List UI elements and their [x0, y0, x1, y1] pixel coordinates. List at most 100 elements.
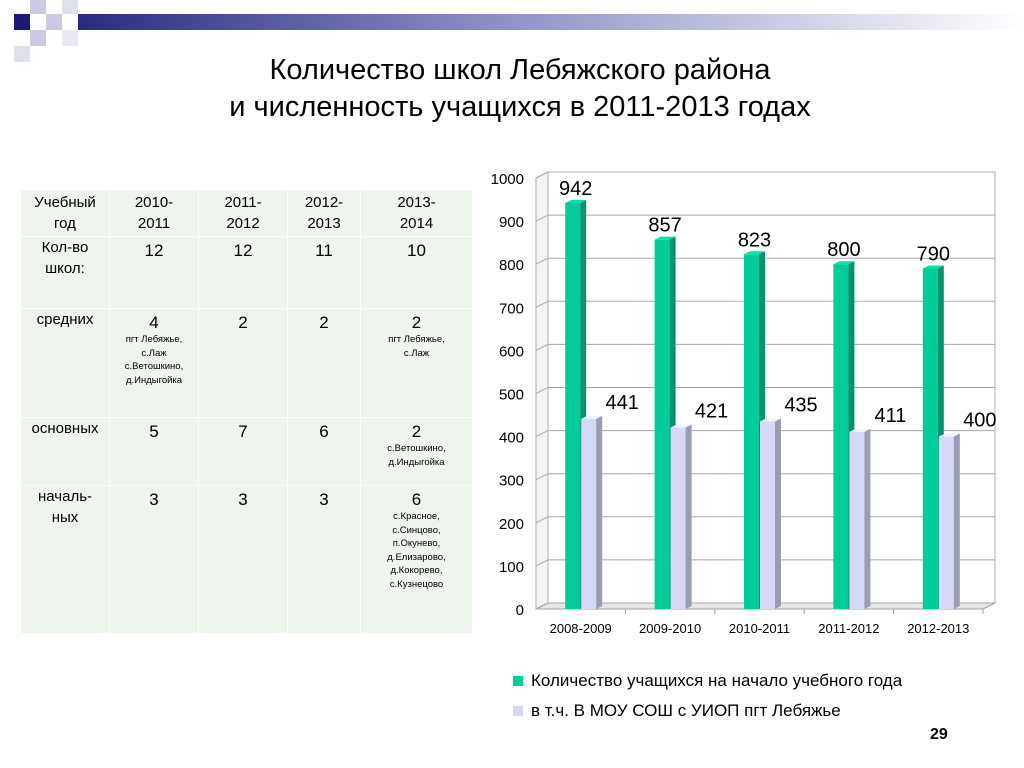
table-cell: 12 [198, 236, 288, 309]
table-cell: 2 с.Ветошкино, д.Индыгойка [360, 417, 473, 486]
decor-square-navy [14, 14, 30, 30]
decor-square-light [30, 0, 46, 14]
y-tick-label: 200 [499, 516, 524, 533]
y-tick-label: 600 [499, 343, 524, 360]
x-tick-label: 2011-2012 [818, 621, 879, 636]
bar-side [596, 415, 603, 609]
data-label: 823 [738, 229, 771, 251]
x-tick-label: 2012-2013 [907, 621, 969, 636]
bar [581, 418, 597, 609]
y-tick-label: 800 [499, 257, 524, 274]
table-cell: 12 [109, 236, 199, 309]
y-tick-label: 400 [499, 430, 524, 447]
data-label: 411 [874, 405, 906, 427]
bar [922, 268, 938, 609]
row-label: средних [20, 308, 110, 418]
bar [760, 421, 775, 609]
table-header-cell: 2012-2013 [287, 189, 361, 237]
gridline [535, 257, 995, 265]
bar-top [833, 261, 855, 265]
y-tick-label: 300 [499, 473, 524, 490]
table-header-cell: 2010-2011 [109, 189, 199, 237]
bar-top [744, 251, 765, 255]
data-label: 435 [784, 395, 817, 417]
table-cell: 3 [198, 485, 288, 634]
decor-square-light [62, 0, 78, 14]
data-label: 400 [963, 410, 996, 432]
table-header-cell: Учебный год [20, 189, 110, 237]
table-cell: 5 [109, 417, 199, 486]
table-cell: 6 [287, 417, 361, 486]
data-label: 441 [606, 392, 639, 414]
bar-top [565, 199, 587, 203]
bar-top [760, 418, 781, 422]
title-line-2: и численность учащихся в 2011-2013 годах [229, 91, 811, 123]
data-label: 790 [917, 244, 950, 266]
bar [938, 436, 954, 609]
y-tick-label: 500 [499, 387, 524, 404]
gridline [535, 171, 995, 179]
y-tick-label: 1000 [491, 171, 524, 188]
row-label: основных [20, 417, 110, 486]
title-line-1: Количество школ Лебяжского района [269, 54, 771, 86]
bar [565, 202, 581, 610]
table-row: средних 4 пгт Лебяжье, с.Лаж с.Ветошкино,… [20, 308, 473, 418]
legend-swatch-series1 [513, 676, 523, 686]
bar [654, 239, 670, 609]
legend-item: Количество учащихся на начало учебного г… [513, 666, 902, 696]
table-cell: 4 пгт Лебяжье, с.Лаж с.Ветошкино, д.Индыг… [109, 308, 199, 418]
table-header-cell: 2013-2014 [360, 189, 473, 237]
bar [670, 427, 686, 609]
x-tick-label: 2010-2011 [729, 621, 790, 636]
table-cell: 3 [287, 485, 361, 634]
decor-square-light [14, 46, 30, 62]
row-label: Кол-во школ: [20, 236, 110, 309]
cell-note: с.Красное, с.Синцово, п.Окунево, д.Елиза… [387, 511, 446, 590]
y-tick-label: 900 [499, 214, 524, 231]
table-cell: 3 [109, 485, 199, 634]
table-cell: 2 пгт Лебяжье, с.Лаж [360, 308, 473, 418]
bar-top [938, 433, 960, 437]
data-label: 421 [695, 401, 728, 423]
cell-note: пгт Лебяжье, с.Лаж [388, 334, 445, 359]
data-label: 942 [559, 178, 592, 200]
legend-swatch-series2 [513, 706, 523, 716]
legend-label: в т.ч. В МОУ СОШ с УИОП пгт Лебяжье [531, 701, 841, 720]
page-number: 29 [930, 726, 948, 743]
bar [849, 431, 865, 609]
table-cell: 2 [287, 308, 361, 418]
y-tick-label: 100 [499, 559, 524, 576]
bar-side [953, 433, 960, 609]
data-label: 857 [648, 215, 681, 237]
x-tick-label: 2009-2010 [639, 621, 701, 636]
legend-label: Количество учащихся на начало учебного г… [531, 671, 903, 690]
decor-square-light [46, 14, 62, 30]
decor-square-light [62, 30, 78, 46]
table-header-cell: 2011-2012 [198, 189, 288, 237]
table-row: Кол-во школ: 12 12 11 10 [20, 236, 473, 309]
enrollment-bar-chart: 0 100 200 300 400 500 600 700 800 900 1000 942 441 20… [491, 171, 997, 636]
cell-note: пгт Лебяжье, с.Лаж с.Ветошкино, д.Индыго… [124, 334, 184, 386]
bar [744, 254, 759, 610]
table-row: основных 5 7 6 2 с.Ветошкино, д.Индыгойка [20, 417, 473, 486]
data-label: 800 [827, 239, 860, 261]
y-tick-label: 0 [516, 602, 524, 619]
bar-top [922, 265, 944, 269]
y-tick-label: 700 [499, 300, 524, 317]
table-cell: 11 [287, 236, 361, 309]
table-cell: 7 [198, 417, 288, 486]
decor-square-light [30, 30, 46, 46]
table-cell: 6 с.Красное, с.Синцово, п.Окунево, д.Елиз… [360, 485, 473, 634]
bar-top [581, 415, 603, 419]
table-row: началь-ных 3 3 3 6 с.Красное, с.Синцово, … [20, 485, 473, 634]
schools-table: Учебный год 2010-2011 2011-2012 2012-201… [20, 189, 473, 634]
bar-top [670, 424, 692, 428]
row-label: началь-ных [20, 485, 110, 634]
table-cell: 2 [198, 308, 288, 418]
bar-side [685, 424, 692, 609]
bar-side [864, 428, 871, 609]
x-tick-label: 2008-2009 [550, 621, 612, 636]
page-title: Количество школ Лебяжского района и числ… [110, 52, 930, 126]
header-gradient-bar [78, 14, 1024, 30]
bar-top [654, 236, 676, 240]
